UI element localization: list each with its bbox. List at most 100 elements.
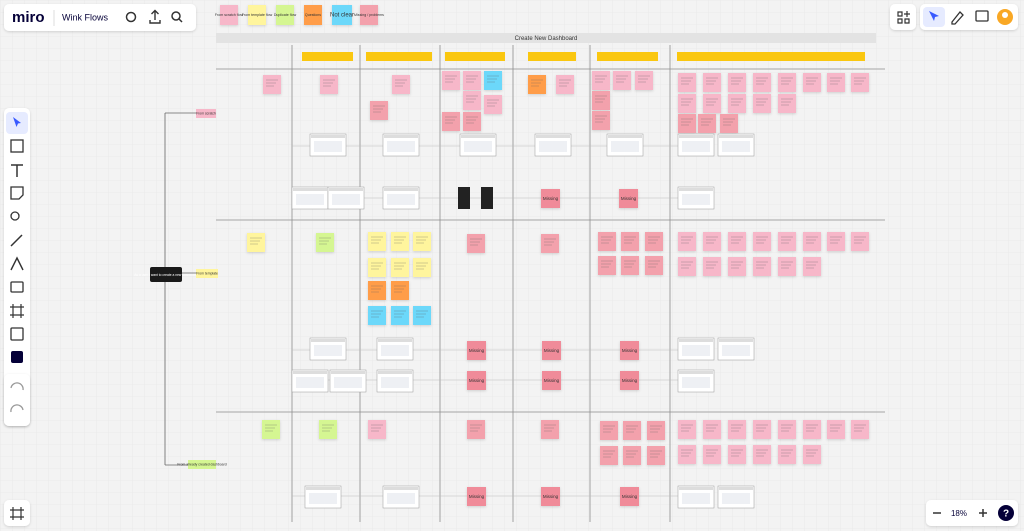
sticky-note[interactable]	[703, 420, 721, 439]
comments-icon[interactable]	[975, 10, 989, 22]
sticky-note[interactable]	[703, 257, 721, 276]
sticky-note[interactable]	[698, 114, 716, 133]
board-name[interactable]: Wink Flows	[62, 12, 109, 22]
help-button[interactable]	[998, 505, 1014, 521]
sticky-note[interactable]	[778, 232, 796, 251]
sticky-note[interactable]	[368, 281, 386, 300]
sticky-note[interactable]	[703, 445, 721, 464]
sticky-note[interactable]	[263, 75, 281, 94]
sticky-note[interactable]	[368, 306, 386, 325]
sticky-note[interactable]	[678, 114, 696, 133]
sticky-note[interactable]	[720, 114, 738, 133]
sticky-note[interactable]	[778, 73, 796, 92]
sticky-note[interactable]	[753, 73, 771, 92]
sticky-note[interactable]	[623, 421, 641, 440]
legend-sticky[interactable]	[248, 5, 266, 25]
sticky-note[interactable]	[851, 232, 869, 251]
sticky-note[interactable]	[621, 232, 639, 251]
sticky-note[interactable]	[645, 256, 663, 275]
sticky-note[interactable]	[728, 257, 746, 276]
sticky-note[interactable]	[778, 94, 796, 113]
sticky-note[interactable]	[778, 420, 796, 439]
sticky-note[interactable]	[442, 71, 460, 90]
connector-tool[interactable]	[10, 234, 23, 247]
sticky-note[interactable]	[635, 71, 653, 90]
sticky-note[interactable]	[753, 94, 771, 113]
zoom-in[interactable]	[979, 509, 987, 517]
legend-sticky[interactable]	[360, 5, 378, 25]
sticky-note[interactable]	[728, 445, 746, 464]
sticky-note[interactable]	[368, 232, 386, 251]
sticky-note[interactable]	[391, 232, 409, 251]
settings-icon[interactable]	[125, 11, 137, 23]
sticky-note[interactable]	[598, 256, 616, 275]
cursor-icon[interactable]	[929, 11, 939, 21]
logo[interactable]: miro	[12, 9, 45, 26]
sticky-note[interactable]	[703, 73, 721, 92]
sticky-note[interactable]	[703, 232, 721, 251]
sticky-note[interactable]	[463, 91, 481, 110]
sticky-note[interactable]	[753, 257, 771, 276]
board-title[interactable]: Create New Dashboard	[515, 36, 578, 42]
branch-label[interactable]: From already created dashboard	[177, 462, 226, 466]
legend-sticky[interactable]	[304, 5, 322, 25]
sticky-note[interactable]	[728, 232, 746, 251]
frame-tool[interactable]	[10, 304, 24, 318]
branch-label[interactable]: From scratch	[196, 111, 216, 115]
reactions-icon[interactable]	[951, 11, 964, 25]
sticky-note[interactable]	[368, 258, 386, 277]
missing-note[interactable]	[542, 341, 561, 360]
sticky-note[interactable]	[598, 232, 616, 251]
undo[interactable]	[10, 382, 24, 391]
sticky-note[interactable]	[647, 446, 665, 465]
sticky-tool[interactable]	[10, 186, 24, 200]
sticky-note[interactable]	[592, 111, 610, 130]
sticky-note[interactable]	[484, 71, 502, 90]
sticky-note[interactable]	[753, 445, 771, 464]
legend-sticky[interactable]	[276, 5, 294, 25]
sticky-note[interactable]	[484, 95, 502, 114]
sticky-note[interactable]	[319, 420, 337, 439]
comment-tool[interactable]	[10, 281, 24, 293]
sticky-note[interactable]	[600, 421, 618, 440]
sticky-note[interactable]	[391, 258, 409, 277]
sticky-note[interactable]	[442, 112, 460, 131]
sticky-note[interactable]	[827, 420, 845, 439]
sticky-note[interactable]	[556, 75, 574, 94]
missing-note[interactable]	[620, 371, 639, 390]
sticky-note[interactable]	[728, 73, 746, 92]
sticky-note[interactable]	[678, 73, 696, 92]
sticky-note[interactable]	[753, 420, 771, 439]
upload-tool[interactable]	[10, 327, 24, 341]
sticky-note[interactable]	[678, 420, 696, 439]
sticky-note[interactable]	[778, 257, 796, 276]
sticky-note[interactable]	[413, 306, 431, 325]
frames-button[interactable]	[10, 507, 24, 520]
search-icon[interactable]	[171, 11, 181, 21]
sticky-note[interactable]	[413, 232, 431, 251]
sticky-note[interactable]	[391, 281, 409, 300]
sticky-note[interactable]	[463, 112, 481, 131]
legend-sticky[interactable]	[220, 5, 238, 25]
sticky-note[interactable]	[703, 94, 721, 113]
screenshot-dark[interactable]	[458, 187, 470, 209]
sticky-note[interactable]	[647, 421, 665, 440]
sticky-note[interactable]	[827, 73, 845, 92]
sticky-note[interactable]	[678, 232, 696, 251]
sticky-note[interactable]	[678, 94, 696, 113]
sticky-note[interactable]	[541, 420, 559, 439]
sticky-note[interactable]	[827, 232, 845, 251]
missing-note[interactable]	[467, 341, 486, 360]
text-tool[interactable]	[11, 164, 23, 177]
sticky-note[interactable]	[592, 71, 610, 90]
sticky-note[interactable]	[247, 233, 265, 252]
sticky-note[interactable]	[803, 73, 821, 92]
shapes-tool[interactable]	[10, 211, 20, 221]
sticky-note[interactable]	[851, 73, 869, 92]
missing-note[interactable]	[620, 487, 639, 506]
sticky-note[interactable]	[623, 446, 641, 465]
screenshot-dark[interactable]	[481, 187, 493, 209]
sticky-note[interactable]	[368, 420, 386, 439]
sticky-note[interactable]	[851, 420, 869, 439]
sticky-note[interactable]	[392, 75, 410, 94]
